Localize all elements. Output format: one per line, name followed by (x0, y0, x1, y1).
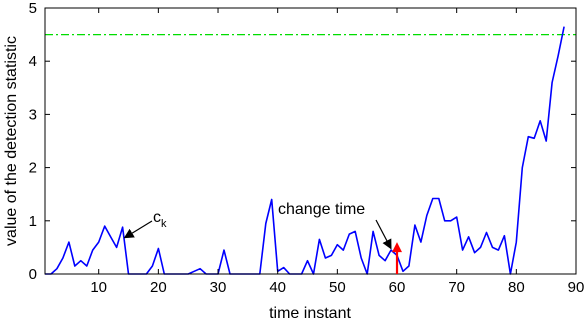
y-axis-label: value of the detection statistic (3, 36, 20, 246)
y-tick-label: 4 (29, 53, 37, 70)
axes-frame (44, 7, 577, 275)
y-tick-label: 3 (29, 106, 37, 123)
change-marker-head (392, 242, 403, 253)
x-tick-label: 40 (269, 279, 286, 296)
x-tick-label: 60 (389, 279, 406, 296)
x-tick-label: 90 (568, 279, 585, 296)
annotation-ck-arrow (123, 220, 153, 239)
annotation-ck: ck (153, 209, 167, 230)
y-tick-label: 0 (29, 266, 37, 283)
x-tick-label: 70 (448, 279, 465, 296)
x-tick-label: 50 (329, 279, 346, 296)
x-tick-label: 80 (508, 279, 525, 296)
plot-area (45, 8, 576, 274)
y-tick-label: 2 (29, 160, 37, 177)
x-tick-label: 10 (90, 279, 107, 296)
y-tick-label: 1 (29, 213, 37, 230)
x-tick-label: 30 (210, 279, 227, 296)
annotation-change-time-arrow (375, 219, 392, 250)
x-tick-label: 20 (150, 279, 167, 296)
x-axis-label: time instant (269, 305, 351, 322)
y-tick-label: 5 (29, 0, 37, 17)
annotation-change-time: change time (278, 201, 365, 218)
